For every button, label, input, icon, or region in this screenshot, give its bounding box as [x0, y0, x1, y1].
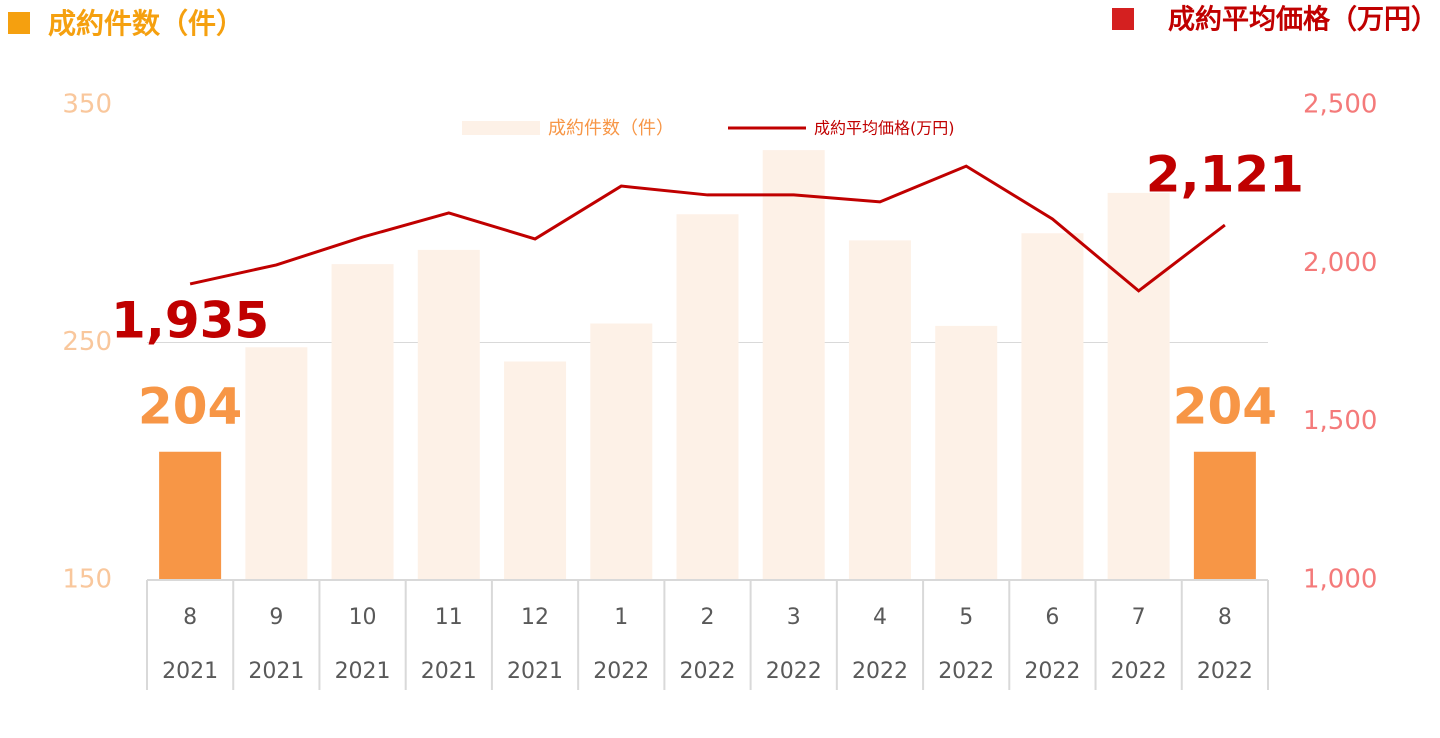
bar: [504, 361, 567, 580]
bar: [935, 325, 998, 580]
y-tick-label: 350: [62, 90, 112, 120]
bar: [159, 451, 222, 580]
data-label: 1,935: [111, 291, 269, 349]
bar: [762, 150, 825, 580]
x-tick-label: 12: [521, 605, 549, 630]
title-marker: [1112, 8, 1134, 30]
x-tick-label: 2: [701, 605, 715, 630]
x-group-label: 2022: [1024, 659, 1080, 684]
x-tick-label: 8: [1218, 605, 1232, 630]
y2-tick-label: 2,500: [1303, 90, 1377, 120]
bar: [245, 347, 308, 580]
x-tick-label: 9: [269, 605, 283, 630]
y-axis-title: 成約件数（件）: [48, 7, 244, 40]
bar: [676, 214, 739, 580]
y-tick-label: 150: [62, 565, 112, 595]
bar: [417, 249, 480, 580]
y2-tick-label: 1,500: [1303, 406, 1377, 436]
x-tick-label: 11: [435, 605, 463, 630]
x-tick-label: 6: [1045, 605, 1059, 630]
legend-label: 成約件数（件）: [548, 118, 674, 139]
x-tick-label: 3: [787, 605, 801, 630]
legend-swatch: [462, 121, 540, 135]
x-group-label: 2022: [938, 659, 994, 684]
bar: [1107, 192, 1170, 580]
x-tick-label: 5: [959, 605, 973, 630]
x-tick-label: 7: [1132, 605, 1146, 630]
y-tick-label: 250: [62, 327, 112, 357]
x-tick-label: 4: [873, 605, 887, 630]
bar: [1193, 451, 1256, 580]
x-group-label: 2021: [335, 659, 391, 684]
x-group-label: 2022: [852, 659, 908, 684]
y2-tick-label: 2,000: [1303, 248, 1377, 278]
x-tick-label: 8: [183, 605, 197, 630]
x-group-label: 2021: [421, 659, 477, 684]
x-group-label: 2022: [1197, 659, 1253, 684]
bar: [1021, 233, 1084, 580]
x-tick-label: 10: [349, 605, 377, 630]
x-group-label: 2022: [593, 659, 649, 684]
bar: [848, 240, 911, 580]
y2-axis-title: 成約平均価格（万円）: [1168, 4, 1438, 36]
x-group-label: 2021: [248, 659, 304, 684]
x-group-label: 2022: [766, 659, 822, 684]
x-tick-label: 1: [614, 605, 628, 630]
data-label: 204: [138, 377, 242, 435]
y2-tick-label: 1,000: [1303, 565, 1377, 595]
legend-label: 成約平均価格(万円): [814, 119, 955, 138]
line: [189, 164, 1226, 293]
data-label: 2,121: [1146, 146, 1304, 204]
bar: [331, 264, 394, 580]
title-marker: [8, 12, 30, 34]
x-group-label: 2021: [507, 659, 563, 684]
x-group-label: 2022: [1111, 659, 1167, 684]
x-group-label: 2022: [680, 659, 736, 684]
x-group-label: 2021: [162, 659, 218, 684]
bar: [590, 323, 653, 580]
data-label: 204: [1173, 377, 1277, 435]
